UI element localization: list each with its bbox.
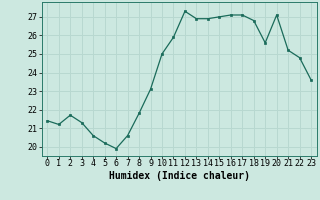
- X-axis label: Humidex (Indice chaleur): Humidex (Indice chaleur): [109, 171, 250, 181]
